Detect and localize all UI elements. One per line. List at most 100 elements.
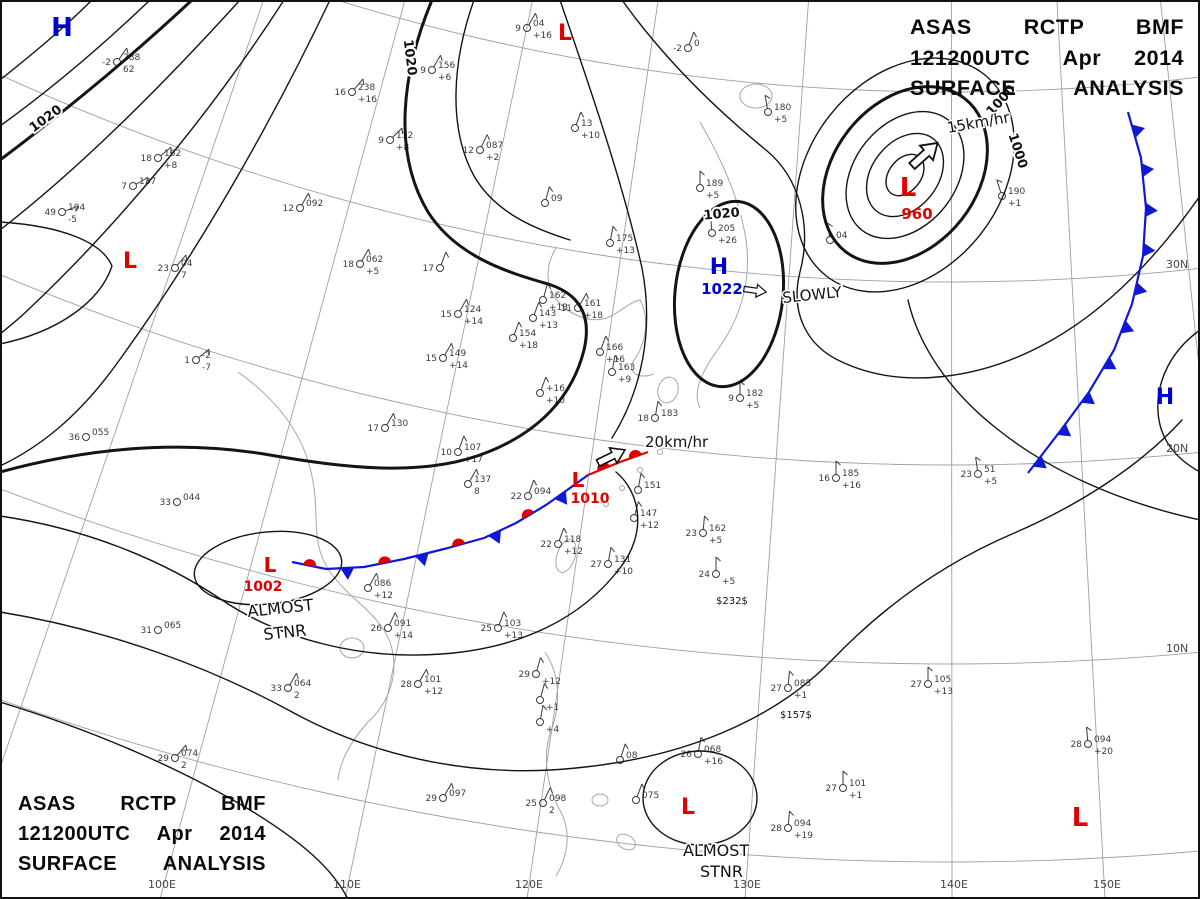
station-dewpoint: +16 [842,481,861,491]
station-plot: 205+26 [708,215,737,246]
station-circle [539,296,547,304]
wind-barb-shaft [392,127,403,138]
station-plot: 16 238 +16 [335,78,377,105]
station-dewpoint: +1 [794,691,807,701]
station-pressure-code: 074 [181,749,198,759]
island-outline [657,376,679,404]
station-plot: +4 [536,704,560,735]
station-dewpoint: +12 [542,677,561,687]
wind-barb-tick [827,222,833,227]
station-temp: 9 [515,24,521,34]
coastlines [237,83,773,877]
isobar-line [0,701,349,899]
pressure-value-label: 1010 [571,491,610,507]
station-pressure-code: 190 [1008,187,1025,197]
isobar-line [0,0,285,335]
wind-barb-tick [75,206,79,212]
wind-barb-tick [185,744,188,751]
warm-front-semicircle [521,509,534,519]
station-plot: 28 094 +20 [1071,726,1113,757]
station-circle [364,584,372,592]
station-plot: 12 092 [283,193,323,214]
station-circle [509,334,517,342]
station-temp: 25 [481,624,492,634]
movement-arrow [742,283,768,299]
station-pressure-code: 238 [358,83,375,93]
parallel-line [0,74,1200,283]
wind-barb-shaft [688,31,695,45]
station-plot: 27 131 +10 [591,546,633,577]
station-circle [606,239,614,247]
station-circle [414,680,422,688]
station-circle [684,44,692,52]
station-dewpoint: +12 [374,591,393,601]
station-circle [296,204,304,212]
wind-barb-shaft [386,413,394,426]
wind-barb-tick [927,666,933,672]
island-outline [657,449,663,455]
station-pressure-code: 185 [842,469,859,479]
parallel-line [0,699,1200,863]
wind-barb-shaft [579,293,587,306]
station-circle [454,310,462,318]
station-pressure-code: 101 [849,779,866,789]
station-circle [536,389,544,397]
wind-barb-tick [996,179,1003,183]
longitude-label: 120E [515,878,543,891]
low-center-letter: L [900,173,917,203]
station-circle [554,540,562,548]
pressure-value-label: 1022 [701,280,743,298]
cold-front [1027,111,1158,474]
latitude-label: 10N [1166,642,1188,655]
wind-barb-tick [445,251,450,258]
station-dewpoint: +13 [934,687,953,697]
wind-barb-tick [637,501,643,507]
station-pressure-code: 154 [519,329,536,339]
wind-barb-shaft [540,376,547,390]
wind-barb-shaft [787,671,790,685]
station-circle [571,124,579,132]
station-circle [632,796,640,804]
coastline [696,121,749,409]
station-dewpoint: +9 [618,375,632,385]
station-pressure-code: 103 [504,619,521,629]
wind-barb-shaft [1086,727,1089,741]
low-center-letter: L [681,795,695,820]
station-temp: 22 [541,540,552,550]
station-pressure-code: 175 [616,234,633,244]
wind-barb-shaft [545,186,550,200]
station-dewpoint: +18 [519,341,538,351]
station-plot: 190+1 [996,179,1025,209]
isobar-line [0,419,1183,772]
wind-barb-tick [614,354,620,361]
station-plot: 143+13 [529,301,558,331]
annotation-text: $157$ [780,710,812,721]
station-temp: 9 [420,66,426,76]
wind-barb-tick [699,170,705,176]
wind-barb-shaft [176,254,187,266]
wind-barb-shaft [433,55,441,68]
meridian-line [950,0,953,899]
wind-barb-shaft [600,335,607,349]
station-pressure-code: 147 [640,509,657,519]
isobar-line [0,0,151,127]
wind-barb-shaft [620,743,626,757]
isobar-line [1157,329,1200,473]
wind-barb-tick [518,321,523,328]
station-dewpoint: +10 [581,131,600,141]
wind-barb-shaft [702,516,705,530]
station-pressure-code: 143 [539,309,556,319]
station-plot: 23 51 +5 [961,456,997,487]
station-plot: 28 101 +12 [401,669,443,697]
cold-front-triangle [1133,282,1148,296]
longitude-label: 130E [733,878,761,891]
title-block-bottom-left: ASAS RCTP BMF 121200UTC Apr 2014 SURFACE… [18,789,266,879]
wind-barb-tick [440,55,443,62]
wind-barb-tick [710,215,716,221]
station-plot: +16+10 [536,376,565,406]
station-plot: 12 087 +2 [463,134,503,163]
station-plot: 25 103 +13 [481,611,523,641]
wind-barb-tick [503,611,508,618]
annotation-text: STNR [262,621,307,644]
